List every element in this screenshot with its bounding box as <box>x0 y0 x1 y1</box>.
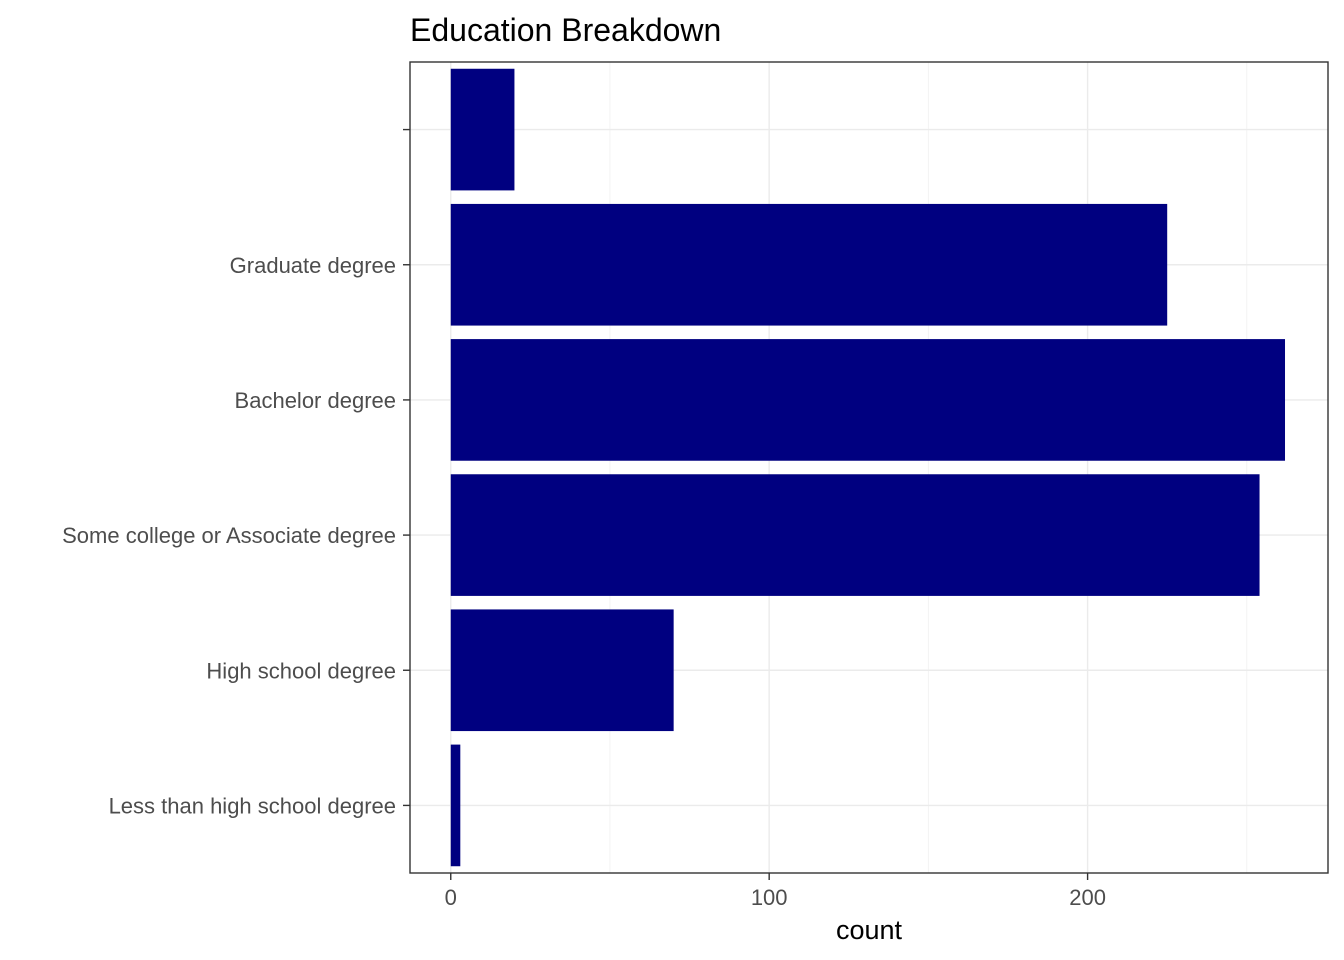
x-tick-label: 100 <box>751 885 788 910</box>
panel-border <box>409 61 1329 874</box>
bar <box>450 203 1168 326</box>
x-axis: 0 100 200 <box>445 873 1106 910</box>
bars <box>450 68 1286 867</box>
bar <box>450 609 674 732</box>
bar <box>450 744 461 867</box>
y-tick-label: Bachelor degree <box>235 388 396 413</box>
bar <box>450 68 515 191</box>
x-tick-label: 0 <box>445 885 457 910</box>
x-axis-title: count <box>836 915 903 945</box>
chart-title: Education Breakdown <box>410 12 721 48</box>
y-tick-label: High school degree <box>206 658 396 683</box>
y-axis: Less than high school degree High school … <box>62 128 410 818</box>
plot-panel <box>410 62 1328 873</box>
y-tick-label: Less than high school degree <box>109 793 396 818</box>
bar <box>450 339 1286 461</box>
y-tick-label: Some college or Associate degree <box>62 523 396 548</box>
bar <box>450 474 1260 596</box>
x-tick-label: 200 <box>1069 885 1106 910</box>
y-tick-label: Graduate degree <box>230 253 396 278</box>
